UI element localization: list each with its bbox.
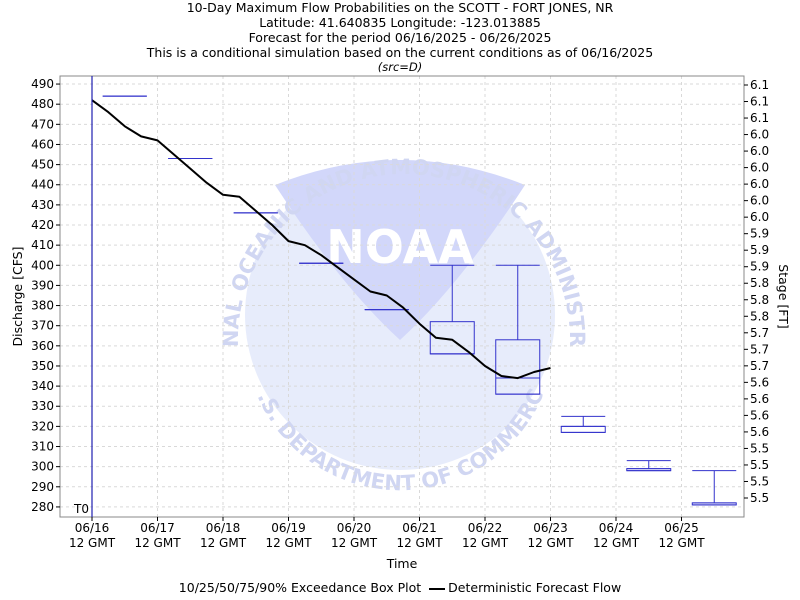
chart-period: Forecast for the period 06/16/2025 - 06/… xyxy=(248,30,552,45)
y2-tick-label: 5.5 xyxy=(750,458,769,472)
x-tick-time: 12 GMT xyxy=(593,536,640,550)
y2-tick-label: 5.9 xyxy=(750,227,769,241)
y-tick-label: 390 xyxy=(31,278,54,292)
y-tick-label: 450 xyxy=(31,158,54,172)
y-tick-label: 340 xyxy=(31,379,54,393)
x-tick-date: 06/18 xyxy=(206,521,241,535)
x-tick-time: 12 GMT xyxy=(265,536,312,550)
y-tick-label: 490 xyxy=(31,77,54,91)
x-tick-time: 12 GMT xyxy=(527,536,574,550)
y2-tick-label: 6.1 xyxy=(750,95,769,109)
x-tick-date: 06/16 xyxy=(75,521,110,535)
box-iqr xyxy=(495,339,541,395)
y2-tick-label: 5.6 xyxy=(750,392,769,406)
y2-tick-label: 5.7 xyxy=(750,359,769,373)
noaa-logo-watermark: NOAANATIONAL OCEANIC AND ATMOSPHERIC ADM… xyxy=(0,0,589,495)
y-tick-label: 470 xyxy=(31,117,54,131)
legend-line-label: Deterministic Forecast Flow xyxy=(448,580,622,595)
x-tick-date: 06/19 xyxy=(271,521,306,535)
y-tick-label: 460 xyxy=(31,137,54,151)
x-tick-date: 06/20 xyxy=(337,521,372,535)
x-tick-date: 06/17 xyxy=(140,521,175,535)
y-tick-label: 330 xyxy=(31,399,54,413)
x-tick-date: 06/23 xyxy=(533,521,568,535)
y-tick-label: 370 xyxy=(31,319,54,333)
y2-tick-label: 5.6 xyxy=(750,425,769,439)
y2-tick-label: 5.5 xyxy=(750,441,769,455)
y2-tick-label: 5.5 xyxy=(750,491,769,505)
y2-tick-label: 6.0 xyxy=(750,161,769,175)
x-tick-time: 12 GMT xyxy=(134,536,181,550)
x-tick-time: 12 GMT xyxy=(331,536,378,550)
legend-line-swatch xyxy=(429,587,446,590)
x-tick-time: 12 GMT xyxy=(69,536,116,550)
y2-tick-label: 6.0 xyxy=(750,194,769,208)
y-tick-label: 410 xyxy=(31,238,54,252)
y-tick-label: 420 xyxy=(31,218,54,232)
chart-title: 10-Day Maximum Flow Probabilities on the… xyxy=(186,0,614,15)
legend-box-label: 10/25/50/75/90% Exceedance Box Plot xyxy=(178,580,422,595)
box-iqr xyxy=(560,425,606,433)
legend: 10/25/50/75/90% Exceedance Box Plot Dete… xyxy=(0,580,800,595)
plot-frame xyxy=(59,75,745,518)
y-tick-label: 300 xyxy=(31,460,54,474)
y2-tick-label: 5.6 xyxy=(750,408,769,422)
chart-note: This is a conditional simulation based o… xyxy=(146,45,654,60)
x-tick-time: 12 GMT xyxy=(658,536,705,550)
y-tick-label: 320 xyxy=(31,419,54,433)
y-tick-label: 310 xyxy=(31,440,54,454)
y2-tick-label: 6.1 xyxy=(750,78,769,92)
chart-source: (src=D) xyxy=(377,60,423,74)
y-tick-label: 430 xyxy=(31,198,54,212)
y-tick-label: 350 xyxy=(31,359,54,373)
y2-tick-label: 5.8 xyxy=(750,293,769,307)
y2-tick-label: 6.1 xyxy=(750,111,769,125)
y2-tick-label: 5.9 xyxy=(750,243,769,257)
y-tick-label: 440 xyxy=(31,178,54,192)
axes: T0 280 290 300 310 320 330 340 350 360 370 380 390 40… xyxy=(10,75,791,571)
x-tick-date: 06/22 xyxy=(468,521,503,535)
t0-label: T0 xyxy=(73,502,89,516)
y2-tick-label: 5.8 xyxy=(750,276,769,290)
y2-tick-label: 5.7 xyxy=(750,342,769,356)
x-tick-date: 06/24 xyxy=(599,521,634,535)
x-tick-date: 06/21 xyxy=(402,521,437,535)
x-tick-time: 12 GMT xyxy=(200,536,247,550)
y2-tick-label: 6.0 xyxy=(750,128,769,142)
y2-tick-label: 6.0 xyxy=(750,210,769,224)
y2-tick-label: 5.7 xyxy=(750,326,769,340)
y-tick-label: 400 xyxy=(31,258,54,272)
chart-titles: 10-Day Maximum Flow Probabilities on the… xyxy=(0,0,800,75)
y2-tick-label: 5.6 xyxy=(750,375,769,389)
chart-location: Latitude: 41.640835 Longitude: -123.0138… xyxy=(259,15,541,30)
y-tick-label: 380 xyxy=(31,299,54,313)
y-axis-label: Discharge [CFS] xyxy=(10,247,25,347)
y-tick-label: 480 xyxy=(31,97,54,111)
x-tick-date: 06/25 xyxy=(664,521,699,535)
deterministic-series xyxy=(91,99,551,380)
y-tick-label: 290 xyxy=(31,480,54,494)
y2-tick-label: 5.5 xyxy=(750,474,769,488)
deterministic-line xyxy=(91,99,551,380)
x-axis-label: Time xyxy=(386,556,418,571)
y2-tick-label: 6.0 xyxy=(750,177,769,191)
x-tick-time: 12 GMT xyxy=(462,536,509,550)
y2-axis-label: Stage [FT] xyxy=(776,264,791,328)
y2-tick-label: 5.8 xyxy=(750,309,769,323)
y2-tick-label: 6.0 xyxy=(750,144,769,158)
y-tick-label: 280 xyxy=(31,500,54,514)
x-tick-time: 12 GMT xyxy=(396,536,443,550)
y2-tick-label: 5.9 xyxy=(750,260,769,274)
exceedance-boxes xyxy=(102,95,737,506)
y-tick-label: 360 xyxy=(31,339,54,353)
